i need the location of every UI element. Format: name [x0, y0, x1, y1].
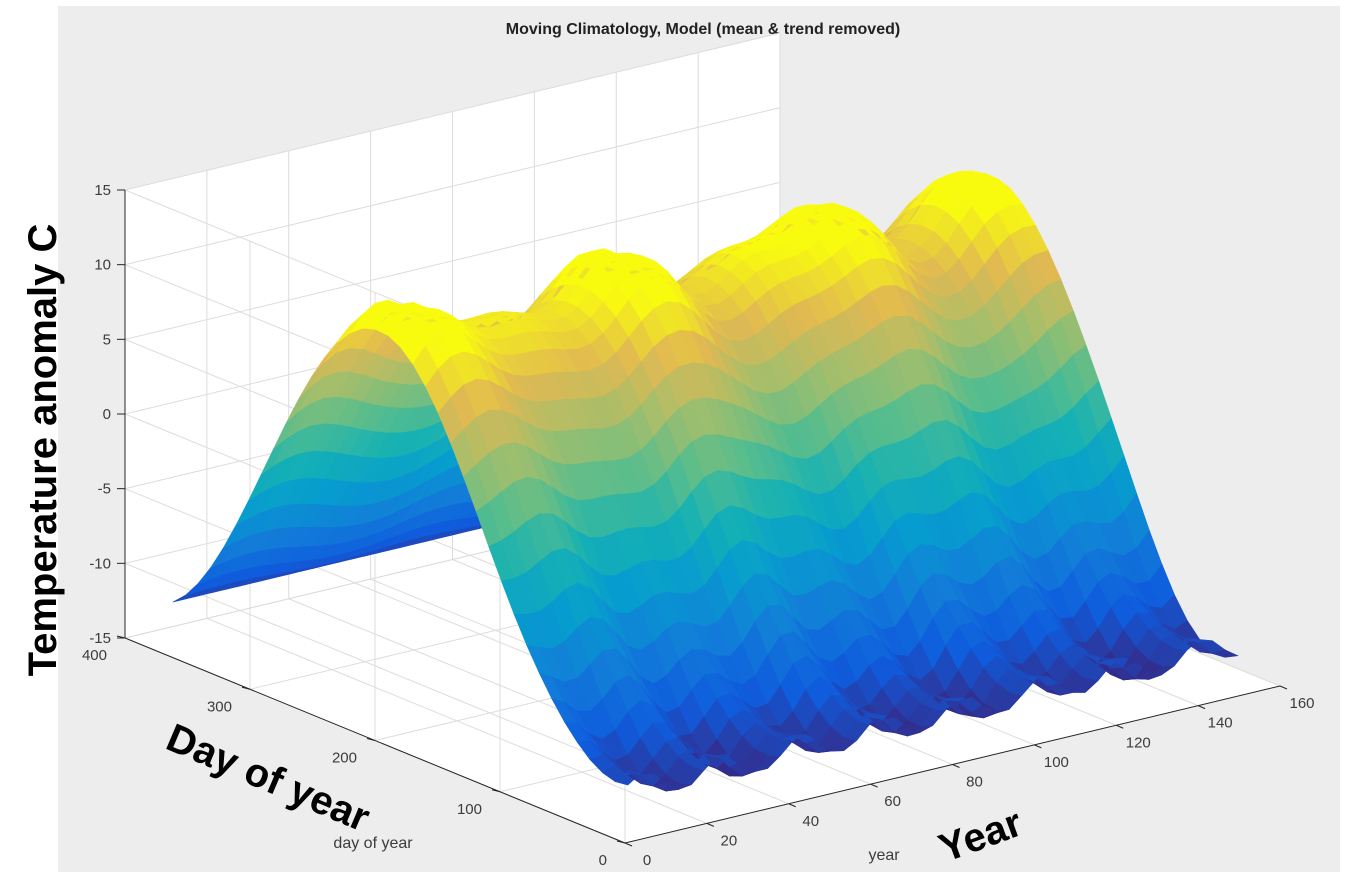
z-axis-overlay-label: Temperature anomaly C [21, 224, 65, 677]
surface-patch [1211, 649, 1239, 658]
x-axis-label: year [868, 847, 900, 864]
y-tick-label: 400 [82, 647, 107, 664]
chart-title: Moving Climatology, Model (mean & trend … [506, 21, 900, 38]
x-tick-mark [1116, 724, 1124, 729]
y-tick-label: 0 [599, 852, 607, 869]
x-tick-mark [624, 842, 633, 847]
y-tick-mark [241, 686, 251, 690]
gridline-z-back [124, 181, 781, 340]
x-tick-label: 20 [721, 832, 738, 849]
z-tick-label: 10 [94, 257, 111, 274]
x-tick-mark [870, 783, 878, 788]
x-tick-mark [1034, 744, 1042, 749]
x-tick-mark [1197, 705, 1206, 710]
z-tick-label: -15 [89, 630, 111, 647]
z-tick-label: 0 [103, 406, 111, 423]
z-tick-label: -10 [89, 555, 111, 572]
y-tick-label: 200 [332, 750, 357, 767]
y-tick-label: 100 [457, 801, 482, 818]
x-tick-mark [952, 764, 960, 768]
gridline-z-back [124, 107, 781, 266]
surface [172, 170, 1239, 792]
x-tick-label: 100 [1044, 754, 1069, 771]
x-tick-label: 120 [1126, 734, 1151, 751]
z-tick-label: 5 [103, 331, 111, 348]
x-tick-label: 0 [643, 852, 651, 869]
y-tick-mark [491, 789, 501, 793]
y-tick-mark [616, 840, 626, 844]
x-tick-label: 40 [802, 813, 819, 830]
axis-layer [116, 189, 1288, 847]
gridline-z-left [124, 562, 626, 769]
z-tick-label: -5 [98, 481, 111, 498]
x-tick-label: 80 [966, 774, 983, 791]
y-tick-label: 300 [207, 698, 232, 715]
x-tick-mark [1279, 685, 1288, 690]
x-tick-mark [706, 822, 715, 827]
x-tick-label: 160 [1289, 695, 1314, 712]
x-tick-label: 140 [1208, 715, 1233, 732]
y-axis-label: day of year [333, 835, 413, 852]
z-tick-label: 15 [94, 182, 111, 199]
x-tick-label: 60 [884, 793, 901, 810]
x-tick-mark [788, 803, 796, 808]
tick-labels: 0204060801001201401600100200300400-15-10… [82, 182, 1315, 869]
gridline-z-back [124, 32, 781, 191]
y-tick-mark [366, 738, 376, 741]
